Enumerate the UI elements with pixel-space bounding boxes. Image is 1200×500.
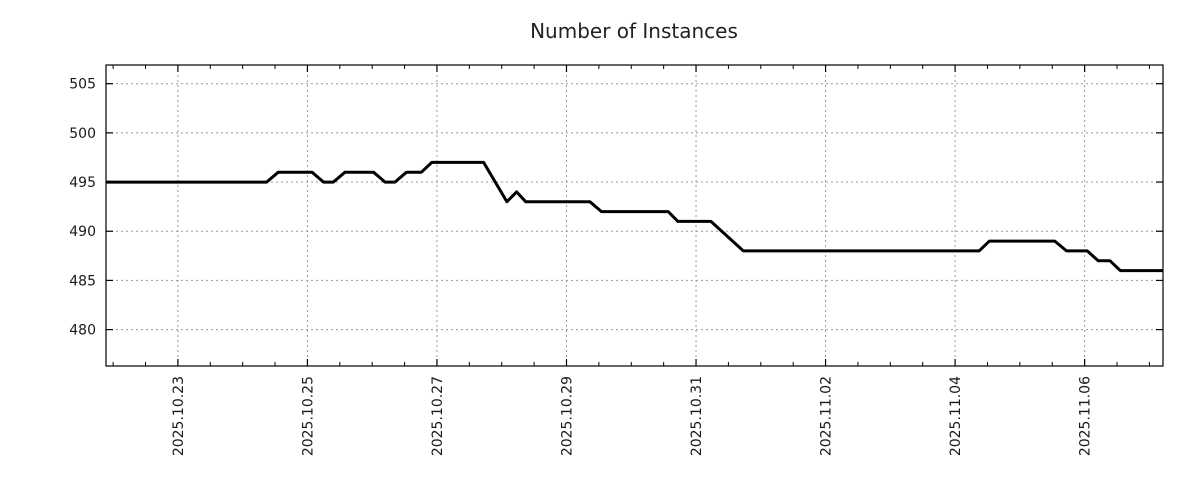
x-tick-label: 2025.10.29 bbox=[559, 376, 575, 456]
x-tick-label: 2025.11.02 bbox=[818, 376, 834, 456]
y-tick-label: 480 bbox=[69, 323, 96, 339]
series-lines bbox=[106, 160, 1163, 273]
x-tick-label: 2025.10.23 bbox=[171, 376, 187, 456]
x-tick-label: 2025.10.31 bbox=[689, 376, 705, 456]
grid bbox=[106, 65, 1163, 366]
axes bbox=[105, 64, 1164, 367]
axis-labels: 480 485 490 495 500 505 2025.10.23 2025.10.25 20… bbox=[69, 77, 1093, 457]
x-tick-label: 2025.11.06 bbox=[1078, 376, 1094, 456]
y-tick-label: 485 bbox=[69, 273, 96, 289]
series-line bbox=[106, 160, 1163, 273]
y-tick-label: 500 bbox=[69, 126, 96, 142]
y-tick-label: 505 bbox=[69, 77, 96, 93]
x-tick-label: 2025.10.27 bbox=[430, 376, 446, 456]
chart-title: Number of Instances bbox=[530, 19, 738, 43]
plot-border bbox=[105, 64, 1164, 367]
y-tick-label: 495 bbox=[69, 175, 96, 191]
y-tick-label: 490 bbox=[69, 224, 96, 240]
x-tick-label: 2025.11.04 bbox=[948, 376, 964, 456]
x-tick-label: 2025.10.25 bbox=[300, 376, 316, 456]
